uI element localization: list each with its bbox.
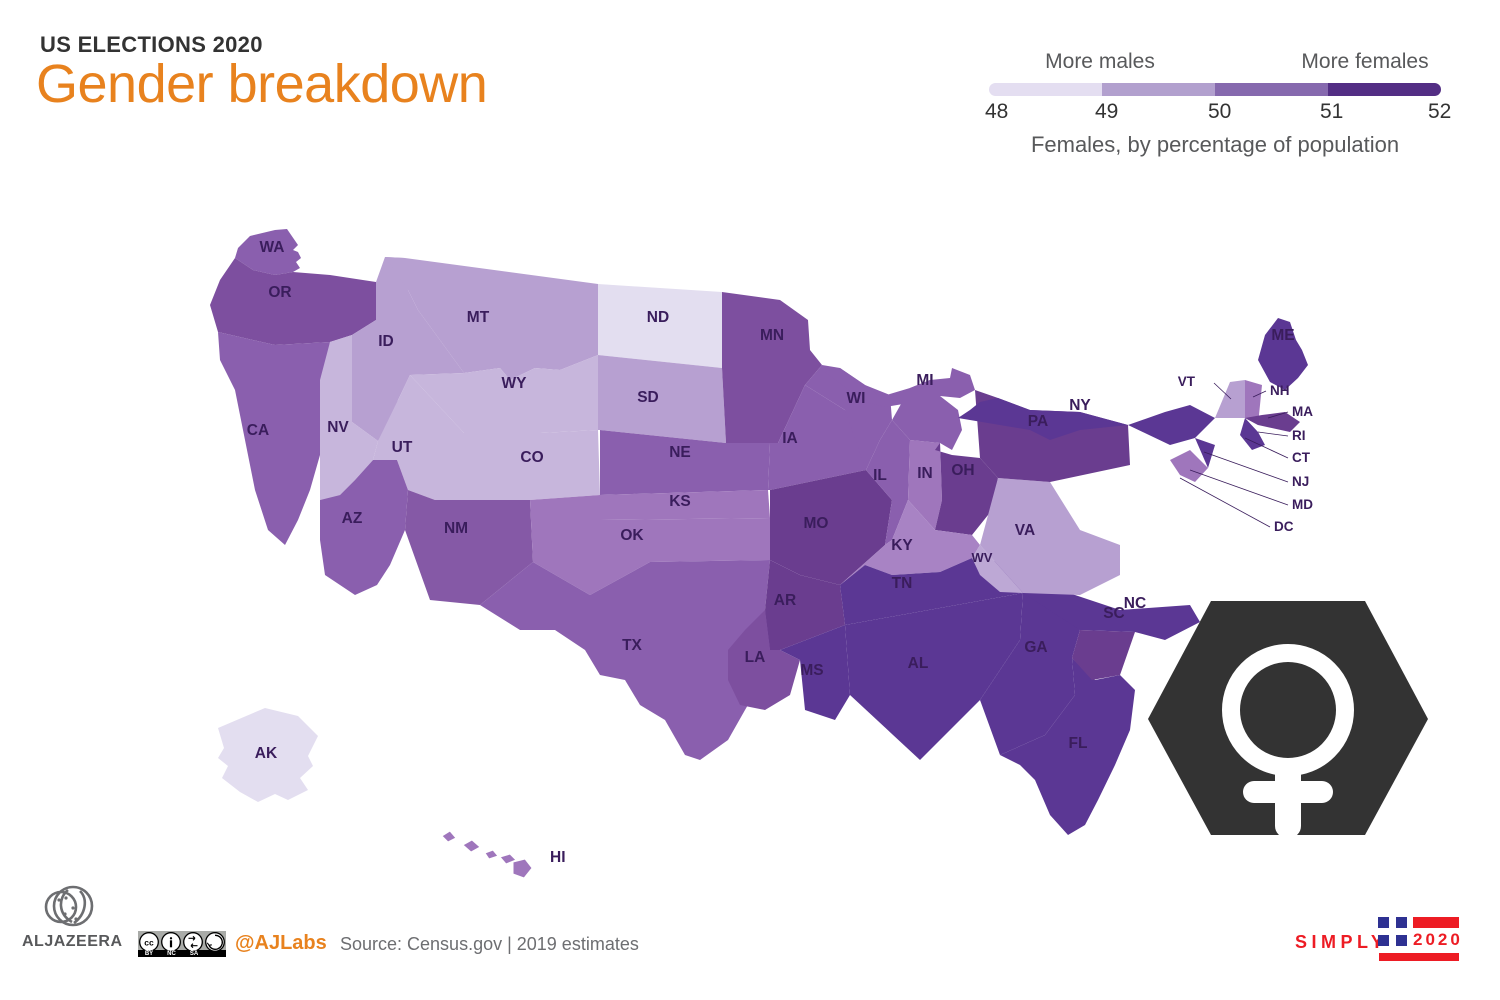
svg-text:SC: SC xyxy=(1103,605,1125,622)
svg-text:IA: IA xyxy=(782,430,798,447)
svg-text:CO: CO xyxy=(520,449,543,466)
svg-text:KS: KS xyxy=(669,493,691,510)
svg-text:MO: MO xyxy=(804,515,829,532)
svg-text:KY: KY xyxy=(891,537,913,554)
svg-text:AL: AL xyxy=(908,655,929,672)
svg-text:ID: ID xyxy=(378,333,394,350)
svg-text:TX: TX xyxy=(622,637,642,654)
svg-text:MT: MT xyxy=(467,309,490,326)
svg-text:WI: WI xyxy=(847,390,866,407)
svg-text:2020: 2020 xyxy=(1413,930,1463,949)
svg-text:NJ: NJ xyxy=(1292,474,1309,489)
svg-text:NY: NY xyxy=(1069,397,1091,414)
svg-text:GA: GA xyxy=(1024,639,1047,656)
svg-text:NC: NC xyxy=(1124,595,1146,612)
svg-text:AR: AR xyxy=(774,592,796,609)
svg-text:WA: WA xyxy=(260,239,285,256)
svg-text:cc: cc xyxy=(144,938,154,948)
svg-text:UT: UT xyxy=(392,439,413,456)
svg-text:ND: ND xyxy=(647,309,669,326)
svg-text:DC: DC xyxy=(1274,519,1294,534)
svg-text:NE: NE xyxy=(669,444,691,461)
svg-text:VT: VT xyxy=(1178,374,1196,389)
svg-text:OK: OK xyxy=(620,527,644,544)
svg-text:WV: WV xyxy=(972,550,993,565)
svg-text:TN: TN xyxy=(892,575,913,592)
svg-text:CT: CT xyxy=(1292,450,1311,465)
svg-text:BY: BY xyxy=(145,951,153,957)
svg-text:SIMPLY: SIMPLY xyxy=(1295,932,1387,952)
svg-text:ME: ME xyxy=(1271,327,1294,344)
svg-text:MD: MD xyxy=(1292,497,1313,512)
svg-text:MA: MA xyxy=(1292,404,1313,419)
svg-text:WY: WY xyxy=(502,375,528,392)
svg-text:IL: IL xyxy=(873,467,887,484)
svg-text:NC: NC xyxy=(167,951,176,957)
svg-text:AK: AK xyxy=(255,745,278,762)
svg-text:MN: MN xyxy=(760,327,784,344)
svg-text:RI: RI xyxy=(1292,428,1306,443)
svg-text:LA: LA xyxy=(745,649,766,666)
svg-text:SD: SD xyxy=(637,389,659,406)
svg-text:CA: CA xyxy=(247,422,269,439)
svg-text:HI: HI xyxy=(550,849,566,866)
svg-text:MI: MI xyxy=(916,372,933,389)
svg-text:PA: PA xyxy=(1028,413,1048,430)
svg-text:NM: NM xyxy=(444,520,468,537)
svg-text:OR: OR xyxy=(268,284,291,301)
svg-text:MS: MS xyxy=(800,662,823,679)
svg-text:SA: SA xyxy=(190,951,199,957)
svg-text:AZ: AZ xyxy=(342,510,363,527)
svg-text:NV: NV xyxy=(327,419,349,436)
svg-text:VA: VA xyxy=(1015,522,1035,539)
svg-text:IN: IN xyxy=(917,465,933,482)
svg-text:NH: NH xyxy=(1270,383,1290,398)
svg-text:OH: OH xyxy=(951,462,974,479)
svg-text:FL: FL xyxy=(1069,735,1088,752)
